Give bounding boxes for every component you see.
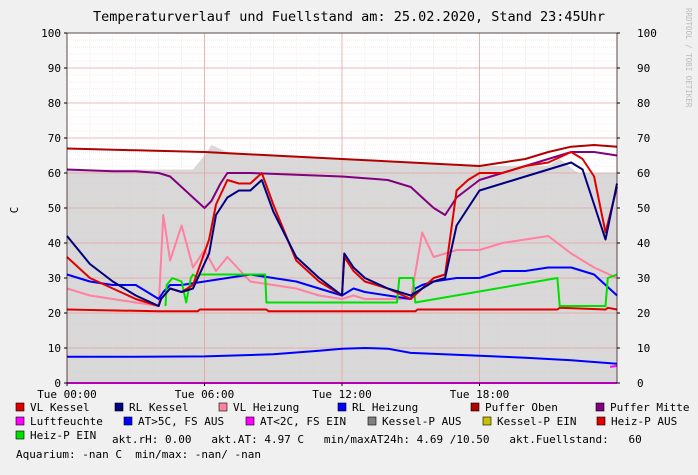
legend-swatch	[470, 402, 480, 412]
y-tick-label-left: 60	[48, 167, 61, 180]
series-line-at-2c-fs-ein	[609, 364, 618, 368]
legend-label: VL Kessel	[30, 401, 90, 414]
y-tick-label-right: 40	[637, 237, 650, 250]
legend-label: Puffer Mitte	[610, 401, 689, 414]
y-tick-label-left: 50	[48, 202, 61, 215]
legend-item-rl-heizung: RL Heizung	[337, 401, 418, 414]
legend-swatch	[596, 416, 606, 426]
y-tick-label-right: 80	[637, 97, 650, 110]
y-tick-label-left: 20	[48, 307, 61, 320]
series-line-vl-heizung	[66, 214, 618, 307]
legend-label: RL Kessel	[129, 401, 189, 414]
y-tick-label-left: 0	[54, 377, 61, 390]
legend: VL Kessel RL Kessel VL Heizung RL Heizung Pu…	[15, 401, 689, 442]
legend-label: Luftfeuchte	[30, 415, 103, 428]
series-line-puffer-oben	[66, 144, 618, 167]
legend-swatch	[15, 402, 25, 412]
legend-item-at-2c-fs-ein: AT<2C, FS EIN	[245, 415, 346, 428]
legend-swatch	[114, 402, 124, 412]
legend-label: Kessel-P AUS	[382, 415, 461, 428]
y-tick-label-left: 40	[48, 237, 61, 250]
legend-label: AT>5C, FS AUS	[138, 415, 224, 428]
legend-item-luftfeuchte: Luftfeuchte	[15, 415, 103, 428]
x-tick-label: Tue 00:00	[37, 388, 97, 401]
legend-label: RL Heizung	[352, 401, 418, 414]
legend-item-vl-heizung: VL Heizung	[218, 401, 299, 414]
legend-swatch	[218, 402, 228, 412]
y-tick-label-left: 90	[48, 62, 61, 75]
y-tick-label-left: 80	[48, 97, 61, 110]
y-tick-label-left: 30	[48, 272, 61, 285]
y-tick-label-right: 90	[637, 62, 650, 75]
series-line-rl-heizung	[66, 266, 618, 300]
legend-swatch	[245, 416, 255, 426]
legend-item-puffer-mitte: Puffer Mitte	[595, 401, 689, 414]
y-tick-label-left: 100	[41, 27, 61, 40]
y-tick-label-right: 60	[637, 167, 650, 180]
status-line-1: akt.rH: 0.00 akt.AT: 4.97 C min/maxAT24h…	[112, 433, 642, 446]
legend-swatch	[337, 402, 347, 412]
legend-label: Kessel-P EIN	[497, 415, 576, 428]
y-tick-label-left: 70	[48, 132, 61, 145]
legend-item-kessel-p-aus: Kessel-P AUS	[367, 415, 461, 428]
y-tick-label-right: 20	[637, 307, 650, 320]
y-tick-label-right: 0	[637, 377, 644, 390]
legend-label: Heiz-P EIN	[30, 429, 96, 442]
legend-item-puffer-oben: Puffer Oben	[470, 401, 558, 414]
y-tick-label-right: 10	[637, 342, 650, 355]
rrdtool-watermark: RRDTOOL / TOBI OETIKER	[684, 8, 693, 108]
y-axis-label: C	[8, 207, 21, 214]
y-tick-label-left: 10	[48, 342, 61, 355]
legend-label: Heiz-P AUS	[611, 415, 677, 428]
legend-item-vl-kessel: VL Kessel	[15, 401, 90, 414]
y-tick-label-right: 30	[637, 272, 650, 285]
legend-label: AT<2C, FS EIN	[260, 415, 346, 428]
y-tick-label-right: 100	[637, 27, 657, 40]
legend-item-rl-kessel: RL Kessel	[114, 401, 189, 414]
legend-swatch	[367, 416, 377, 426]
x-tick-label: Tue 12:00	[312, 388, 372, 401]
series-line-heiz-p-aus	[66, 306, 618, 313]
legend-label: VL Heizung	[233, 401, 299, 414]
legend-item-kessel-p-ein: Kessel-P EIN	[482, 415, 576, 428]
series-line-rl-kessel	[66, 161, 618, 307]
series-line-at-5c-fs-aus	[67, 347, 618, 365]
legend-swatch	[123, 416, 133, 426]
status-line-2: Aquarium: -nan C min/max: -nan/ -nan	[16, 448, 261, 461]
series-line-heiz-p-ein	[164, 273, 618, 307]
chart-title: Temperaturverlauf und Fuellstand am: 25.…	[93, 9, 605, 25]
legend-label: Puffer Oben	[485, 401, 558, 414]
x-tick-label: Tue 06:00	[175, 388, 235, 401]
y-tick-label-right: 70	[637, 132, 650, 145]
legend-item-heiz-p-ein: Heiz-P EIN	[15, 429, 96, 442]
x-tick-label: Tue 18:00	[450, 388, 510, 401]
axes-layer: 0 0 10 10 20 20 30 30 40 40 50 50 60 60 70 70 80 80 90 90 10…	[37, 27, 657, 401]
legend-swatch	[482, 416, 492, 426]
legend-item-at-5c-fs-aus: AT>5C, FS AUS	[123, 415, 224, 428]
legend-swatch	[15, 430, 25, 440]
legend-swatch	[595, 402, 605, 412]
legend-swatch	[15, 416, 25, 426]
legend-item-heiz-p-aus: Heiz-P AUS	[596, 415, 677, 428]
y-tick-label-right: 50	[637, 202, 650, 215]
